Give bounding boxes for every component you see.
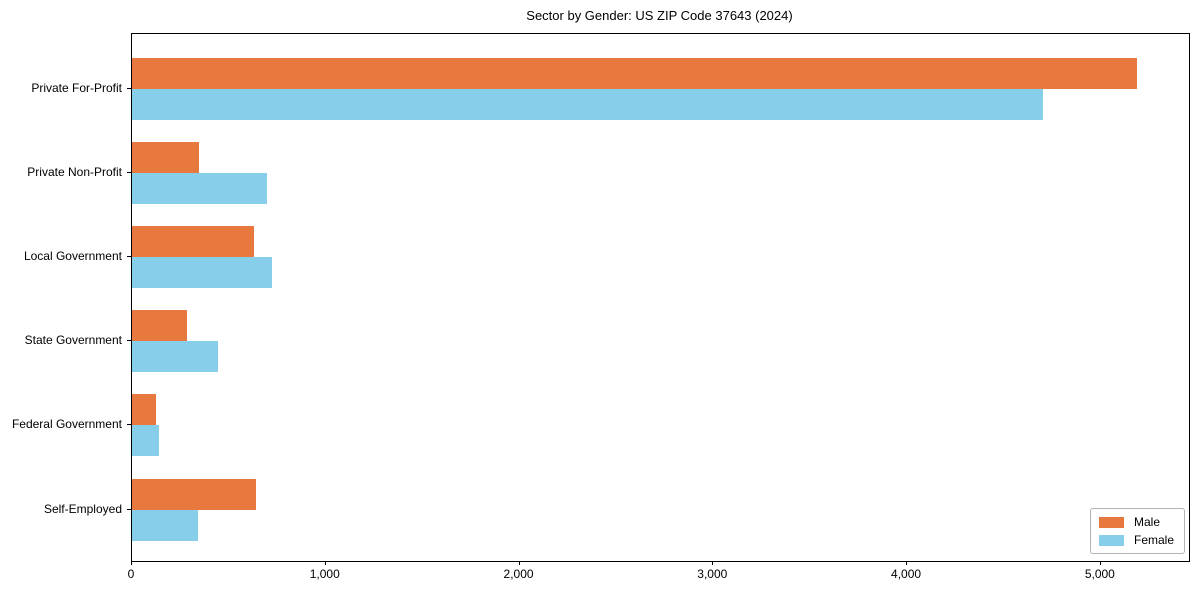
x-tick: [906, 561, 908, 565]
x-tick-label: 4,000: [891, 567, 922, 581]
legend-label-male: Male: [1133, 515, 1160, 529]
x-tick-label: 0: [127, 567, 135, 581]
y-tick-label: Federal Government: [11, 417, 122, 432]
legend-swatch-female: [1098, 534, 1124, 546]
bar-female-4: [132, 341, 219, 373]
legend-label-female: Female: [1133, 533, 1174, 547]
y-tick-label: Self-Employed: [43, 501, 122, 516]
bar-female-6: [132, 509, 198, 541]
y-tick: [127, 171, 131, 173]
y-tick-label: State Government: [24, 333, 122, 348]
x-tick-label: 1,000: [309, 567, 340, 581]
plot-area: Male Female: [131, 33, 1190, 562]
bar-male-1: [132, 57, 1137, 89]
y-tick-label: Private Non-Profit: [27, 164, 122, 179]
bar-female-5: [132, 425, 160, 457]
x-tick-label: 3,000: [697, 567, 728, 581]
legend: Male Female: [1089, 508, 1185, 554]
legend-item-male: Male: [1098, 515, 1174, 529]
y-tick: [127, 424, 131, 426]
y-tick: [127, 87, 131, 89]
bar-male-5: [132, 394, 157, 426]
bar-female-1: [132, 88, 1043, 120]
x-tick: [518, 561, 520, 565]
bar-male-2: [132, 141, 199, 173]
x-tick: [324, 561, 326, 565]
x-tick-label: 5,000: [1084, 567, 1115, 581]
legend-item-female: Female: [1098, 533, 1174, 547]
y-tick-label: Local Government: [23, 248, 122, 263]
y-tick: [127, 255, 131, 257]
y-tick-label: Private For-Profit: [31, 80, 122, 95]
chart-title: Sector by Gender: US ZIP Code 37643 (202…: [526, 8, 793, 23]
x-tick-label: 2,000: [503, 567, 534, 581]
bar-female-3: [132, 256, 272, 288]
bar-male-3: [132, 225, 255, 257]
x-tick: [1099, 561, 1101, 565]
x-tick: [712, 561, 714, 565]
x-tick: [131, 561, 132, 565]
legend-swatch-male: [1098, 516, 1124, 528]
bar-male-4: [132, 310, 188, 342]
bar-male-6: [132, 478, 256, 510]
bar-female-2: [132, 172, 267, 204]
y-tick: [127, 508, 131, 510]
y-tick: [127, 340, 131, 342]
